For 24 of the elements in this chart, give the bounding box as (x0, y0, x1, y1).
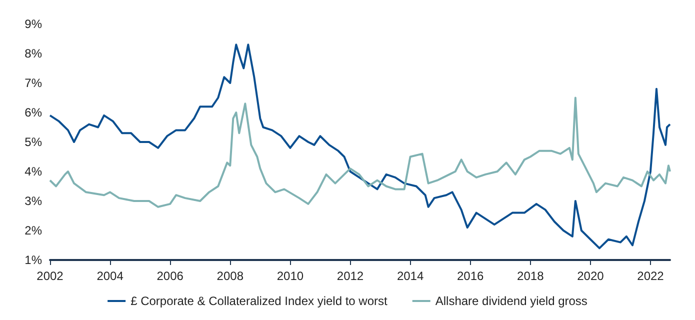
x-tick-label: 2020 (577, 269, 604, 283)
line-series (49, 44, 671, 250)
y-tick-label: 4% (24, 164, 42, 178)
x-tick-label: 2008 (216, 269, 244, 283)
y-tick-label: 1% (24, 253, 42, 267)
x-tick-label: 2022 (637, 269, 664, 283)
line-series (49, 96, 671, 208)
y-tick-label: 9% (24, 17, 42, 31)
x-tick-label: 2018 (517, 269, 544, 283)
y-tick-label: 2% (24, 224, 42, 238)
y-tick-label: 7% (24, 76, 42, 90)
x-tick-label: 2016 (456, 269, 484, 283)
x-tick-label: 2010 (276, 269, 304, 283)
y-tick-label: 6% (24, 106, 42, 120)
x-tick-label: 2002 (36, 269, 64, 283)
y-tick-label: 5% (24, 135, 42, 149)
x-tick-label: 2012 (336, 269, 364, 283)
legend-label: £ Corporate & Collateralized Index yield to worst (130, 294, 388, 308)
legend-label: Allshare dividend yield gross (435, 294, 588, 308)
x-tick-label: 2004 (96, 269, 124, 283)
y-tick-label: 8% (24, 46, 42, 60)
x-tick-label: 2006 (156, 269, 184, 283)
y-tick-label: 3% (24, 194, 42, 208)
x-tick-label: 2014 (396, 269, 424, 283)
